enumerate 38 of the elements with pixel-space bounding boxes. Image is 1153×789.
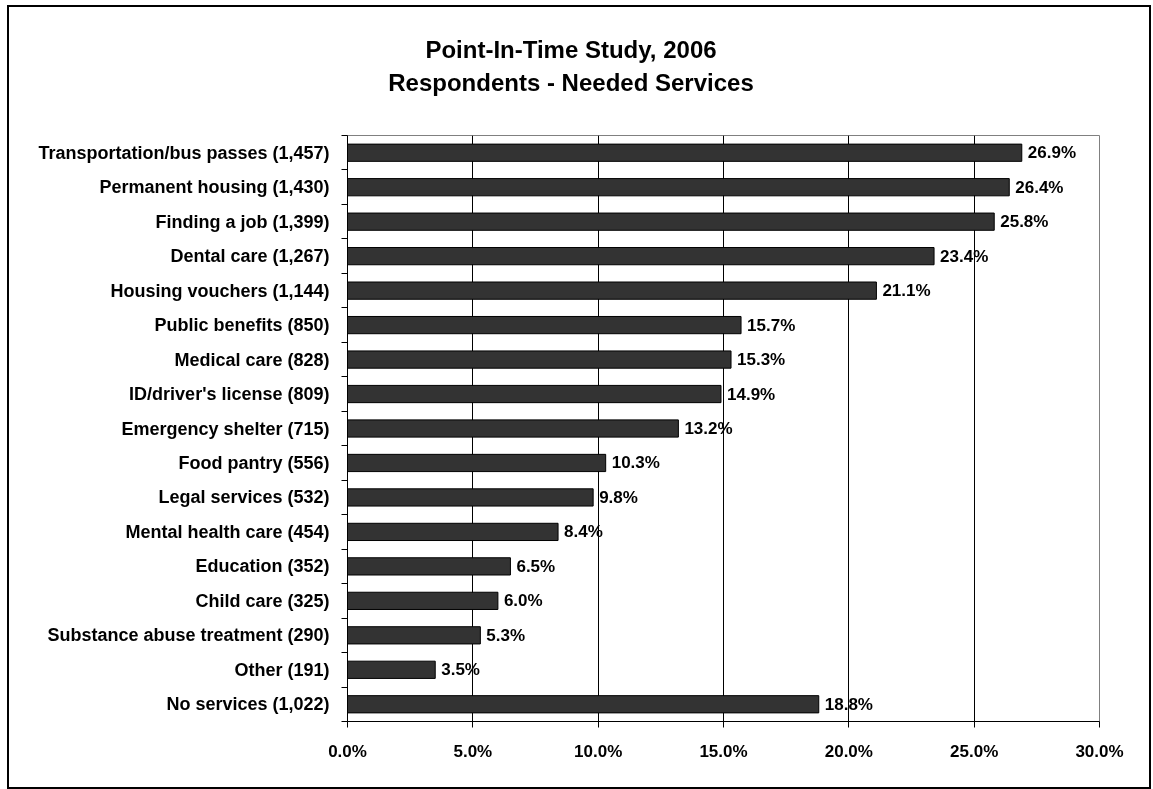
y-tick-label: Finding a job (1,399) [155,211,330,232]
y-tick-label: No services (1,022) [166,694,330,715]
chart-title: Point-In-Time Study, 2006 [425,35,717,65]
y-tick-label: Permanent housing (1,430) [99,177,330,198]
y-tick-label: Substance abuse treatment (290) [47,625,330,646]
data-label: 26.9% [1027,143,1076,163]
y-tick-label: Mental health care (454) [125,521,330,542]
data-label: 9.8% [599,487,638,507]
x-tick-label: 30.0% [1075,741,1124,761]
y-tick-label: Other (191) [234,659,330,680]
data-label: 6.5% [516,556,556,576]
x-tick-label: 25.0% [950,741,999,761]
data-label: 15.7% [747,315,796,335]
y-tick-label: Legal services (532) [158,487,330,508]
data-label: 5.3% [486,625,526,645]
chart-subtitle: Respondents - Needed Services [388,68,754,98]
y-tick-label: Housing vouchers (1,144) [110,280,330,301]
y-tick-label: Emergency shelter (715) [121,418,330,439]
y-tick-label: Child care (325) [195,590,330,611]
x-tick-label: 15.0% [699,741,748,761]
data-label: 26.4% [1015,177,1064,197]
y-tick-label: Transportation/bus passes (1,457) [38,142,330,163]
x-tick-label: 0.0% [328,741,367,761]
x-tick-label: 20.0% [824,741,873,761]
y-tick-label: Food pantry (556) [178,452,330,473]
y-tick-label: Public benefits (850) [154,315,330,336]
data-label: 21.1% [882,281,931,301]
data-label: 10.3% [611,453,660,473]
data-label: 6.0% [503,591,543,611]
x-tick-label: 10.0% [574,741,623,761]
data-label: 25.8% [1000,212,1049,232]
y-tick-label: Dental care (1,267) [170,246,330,267]
data-label: 15.3% [737,350,786,370]
data-label: 14.9% [726,384,776,404]
y-tick-label: Education (352) [195,556,330,577]
y-tick-label: ID/driver's license (809) [129,384,330,405]
y-tick-label: Medical care (828) [174,349,330,370]
x-tick-label: 5.0% [453,741,493,761]
